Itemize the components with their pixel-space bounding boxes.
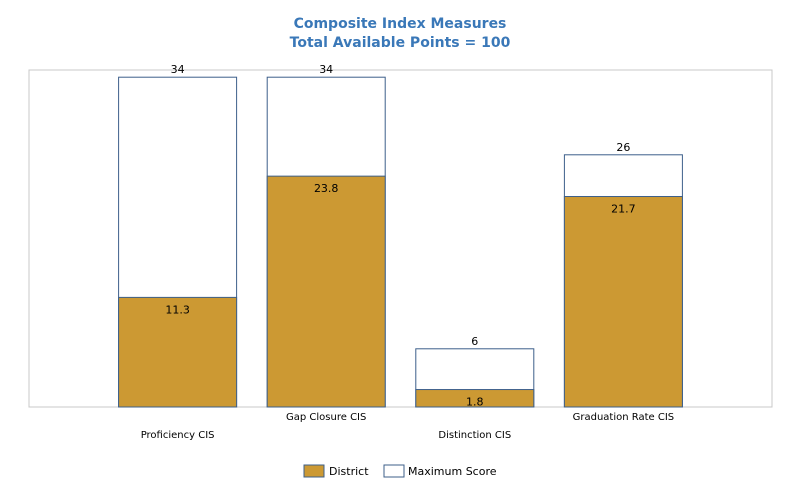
chart-subtitle: Total Available Points = 100 (289, 35, 511, 51)
legend-swatch-maximum-score (383, 464, 405, 478)
data-label-district-graduation-rate-cis: 21.7 (611, 203, 636, 216)
data-label-district-proficiency-cis: 11.3 (165, 303, 190, 316)
data-label-district-gap-closure-cis: 23.8 (314, 182, 339, 195)
bar-district-gap-closure-cis (266, 175, 386, 408)
x-tick-label-distinction-cis: Distinction CIS (438, 430, 511, 441)
data-label-district-distinction-cis: 1.8 (466, 396, 484, 409)
chart-title: Composite Index Measures (293, 16, 507, 32)
legend-swatch-district (303, 464, 325, 478)
x-tick-label-graduation-rate-cis: Graduation Rate CIS (573, 412, 675, 423)
x-tick-label-proficiency-cis: Proficiency CIS (141, 430, 215, 441)
data-label-maximum-score-distinction-cis: 6 (471, 335, 478, 348)
data-label-maximum-score-graduation-rate-cis: 26 (616, 141, 630, 154)
data-label-maximum-score-gap-closure-cis: 34 (319, 63, 333, 76)
legend-label-district: District (329, 465, 369, 478)
plot-area (28, 69, 773, 408)
bar-district-graduation-rate-cis (563, 196, 683, 408)
legend-label-maximum-score: Maximum Score (408, 465, 497, 478)
legend: District Maximum Score (303, 464, 497, 478)
data-label-maximum-score-proficiency-cis: 34 (171, 63, 185, 76)
x-tick-label-gap-closure-cis: Gap Closure CIS (286, 412, 366, 423)
bar-district-proficiency-cis (118, 296, 238, 408)
bar-district-distinction-cis (415, 389, 535, 408)
